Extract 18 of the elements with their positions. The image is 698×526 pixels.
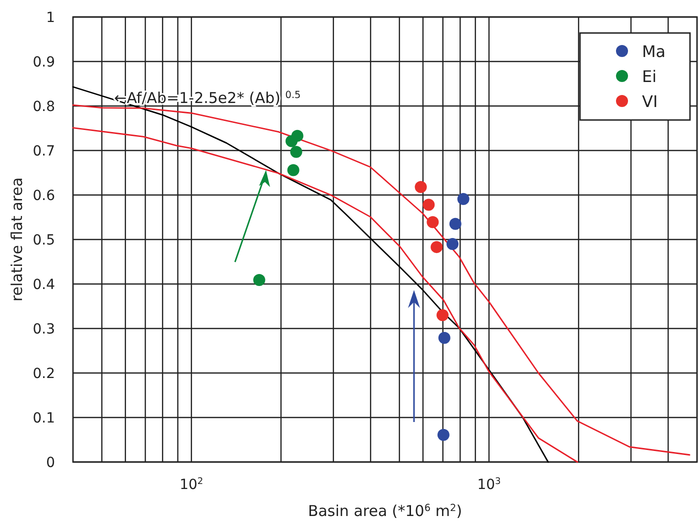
y-tick-label: 1 [46,10,55,26]
y-tick-label: 0.6 [32,188,56,204]
y-tick-label: 0.7 [32,144,55,160]
y-tick-label: 0.5 [32,232,55,248]
x-tick-label: 10$^{2}$ [180,477,204,493]
y-tick-label: 0.9 [32,54,55,70]
y-tick-label: 0.8 [32,99,55,115]
y-tick-label: 0.1 [32,410,55,426]
y-axis-title: relative flat area [8,177,26,302]
x-tick-label: 10$^{3}$ [477,477,502,493]
legend-label: Ma [642,42,666,61]
y-tick-label: 0 [46,455,55,471]
legend-label: VI [642,92,658,111]
y-tick-label: 0.3 [32,322,55,338]
x-axis-title: Basin area (*10$^{6}$ m$^{2}$) [308,502,462,520]
y-tick-label: 0.2 [32,366,55,382]
legend-label: Ei [642,67,657,86]
y-tick-label: 0.4 [32,277,56,293]
